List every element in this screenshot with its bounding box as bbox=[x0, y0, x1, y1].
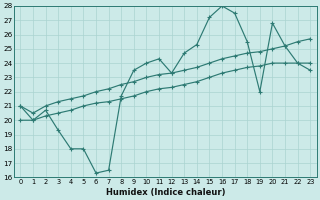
X-axis label: Humidex (Indice chaleur): Humidex (Indice chaleur) bbox=[106, 188, 225, 197]
